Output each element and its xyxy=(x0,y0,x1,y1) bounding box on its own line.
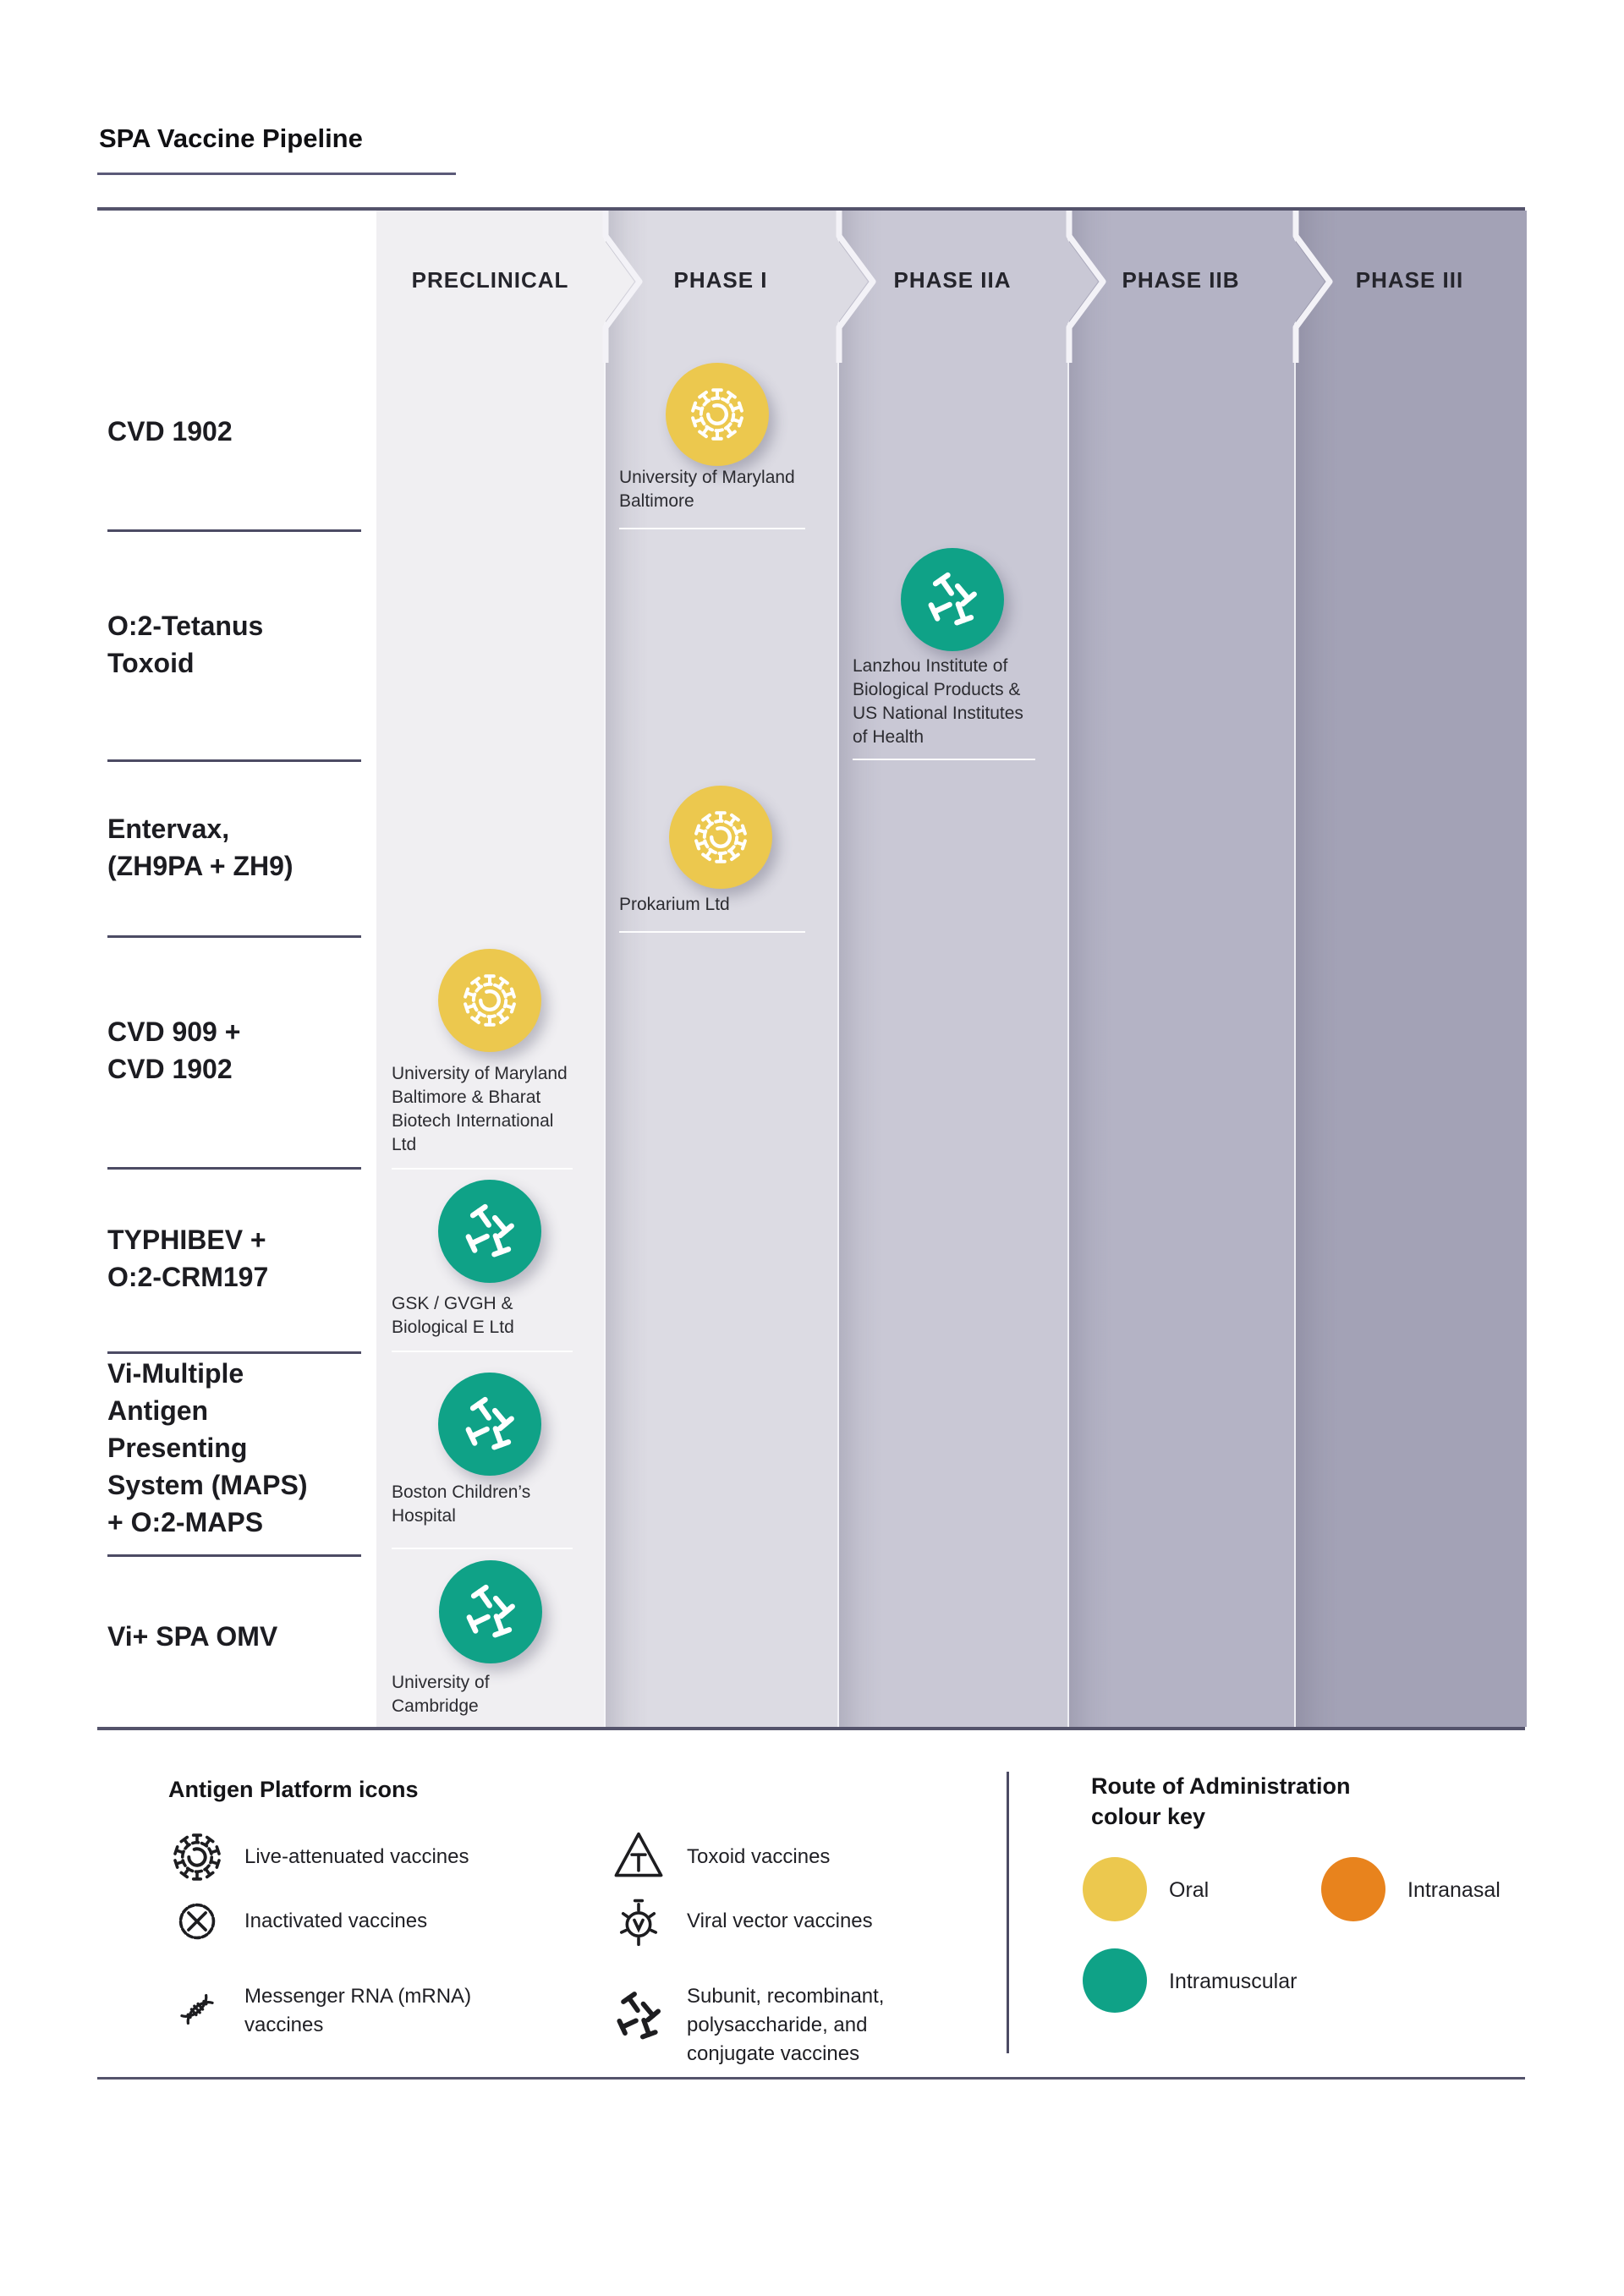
phase-header-phase-2b: PHASE IIB xyxy=(1122,267,1240,293)
row-label-typhibev: TYPHIBEV + O:2-CRM197 xyxy=(107,1225,269,1292)
page-bottom-rule xyxy=(97,2077,1525,2080)
intranasal-route-swatch xyxy=(1321,1857,1385,1921)
phase-header-phase-2a: PHASE IIA xyxy=(893,267,1012,293)
row-separator xyxy=(107,1554,361,1557)
intramuscular-route-swatch xyxy=(1083,1948,1147,2013)
legend-item-label: Live-attenuated vaccines xyxy=(244,1845,469,1868)
entry-organisation: Prokarium Ltd xyxy=(619,895,730,914)
row-separator xyxy=(107,1351,361,1354)
row-label-vi-spa-omv: Vi+ SPA OMV xyxy=(107,1621,278,1652)
phase-header-preclinical: PRECLINICAL xyxy=(411,267,569,293)
viral-vector-vaccine-icon xyxy=(608,1891,669,1952)
row-separator xyxy=(107,529,361,532)
entry-underline xyxy=(619,931,805,933)
band-phase-2a xyxy=(837,211,1069,1727)
entry-organisation: GSK / GVGH & Biological E Ltd xyxy=(392,1294,514,1337)
row-label-cvd-909: CVD 909 + CVD 1902 xyxy=(107,1016,241,1084)
entry-organisation: Boston Children’s Hospital xyxy=(392,1482,531,1526)
oral-route-swatch xyxy=(1083,1857,1147,1921)
subunit-conjugate-vaccine-icon xyxy=(608,1986,669,2047)
entry-marker-vi-spa-omv xyxy=(439,1560,542,1663)
chart-bottom-rule xyxy=(97,1727,1525,1730)
entry-organisation: University of Maryland Baltimore xyxy=(619,468,795,511)
inactivated-vaccine-icon xyxy=(167,1891,228,1952)
row-label-o2-tetanus-toxoid: O:2-Tetanus Toxoid xyxy=(107,611,264,678)
entry-underline xyxy=(392,1548,573,1549)
subunit-conjugate-vaccine-icon xyxy=(457,1578,524,1646)
live-attenuated-vaccine-icon xyxy=(167,1827,228,1888)
legend-item-label: Viral vector vaccines xyxy=(687,1910,873,1932)
entry-marker-o2-tetanus-toxoid xyxy=(901,548,1004,651)
entry-marker-cvd-1902 xyxy=(666,363,769,466)
toxoid-vaccine-icon xyxy=(608,1827,669,1888)
chart-top-rule xyxy=(97,207,1525,211)
legend-item-label: Messenger RNA (mRNA) vaccines xyxy=(244,1985,472,2036)
live-attenuated-vaccine-icon xyxy=(687,803,754,871)
legend-item-label: Subunit, recombinant, polysaccharide, an… xyxy=(687,1985,885,2065)
row-label-cvd-1902: CVD 1902 xyxy=(107,416,233,447)
row-separator xyxy=(107,1167,361,1170)
live-attenuated-vaccine-icon xyxy=(683,381,751,448)
band-phase-3 xyxy=(1294,211,1527,1727)
entry-marker-cvd-909 xyxy=(438,949,541,1052)
entry-underline xyxy=(392,1168,573,1170)
route-key-label: Intranasal xyxy=(1407,1878,1501,1902)
subunit-conjugate-vaccine-icon xyxy=(456,1197,524,1265)
row-separator xyxy=(107,759,361,762)
live-attenuated-vaccine-icon xyxy=(456,967,524,1034)
row-separator xyxy=(107,935,361,938)
page-title: SPA Vaccine Pipeline xyxy=(99,123,363,153)
phase-header-phase-3: PHASE III xyxy=(1355,267,1464,293)
chevron-arrow-phase-1 xyxy=(832,211,876,363)
chevron-arrow-phase-2a xyxy=(1062,211,1106,363)
entry-underline xyxy=(392,1351,573,1352)
entry-marker-typhibev xyxy=(438,1180,541,1283)
route-key-label: Oral xyxy=(1169,1878,1210,1902)
entry-organisation: University of Cambridge xyxy=(392,1673,490,1716)
subunit-conjugate-vaccine-icon xyxy=(456,1390,524,1458)
entry-marker-vi-maps xyxy=(438,1373,541,1476)
phase-header-phase-1: PHASE I xyxy=(673,267,768,293)
entry-organisation: University of Maryland Baltimore & Bhara… xyxy=(392,1064,568,1154)
antigen-legend-title: Antigen Platform icons xyxy=(168,1777,419,1802)
chevron-arrow-preclinical xyxy=(599,211,643,363)
band-phase-2b xyxy=(1067,211,1296,1727)
chevron-arrow-phase-2b xyxy=(1289,211,1333,363)
entry-underline xyxy=(853,759,1035,760)
legend-divider xyxy=(1007,1772,1009,2053)
mrna-vaccine-icon xyxy=(167,1979,228,2040)
title-underline xyxy=(97,173,456,175)
subunit-conjugate-vaccine-icon xyxy=(919,566,986,633)
route-key-title: Route of Administration colour key xyxy=(1091,1773,1351,1829)
entry-marker-entervax xyxy=(669,786,772,889)
route-key-label: Intramuscular xyxy=(1169,1970,1298,1993)
row-label-entervax: Entervax, (ZH9PA + ZH9) xyxy=(107,814,294,881)
entry-underline xyxy=(619,528,805,529)
entry-organisation: Lanzhou Institute of Biological Products… xyxy=(853,656,1023,747)
legend-item-label: Toxoid vaccines xyxy=(687,1845,831,1868)
row-label-vi-maps: Vi-Multiple Antigen Presenting System (M… xyxy=(107,1358,308,1537)
legend-item-label: Inactivated vaccines xyxy=(244,1910,428,1932)
